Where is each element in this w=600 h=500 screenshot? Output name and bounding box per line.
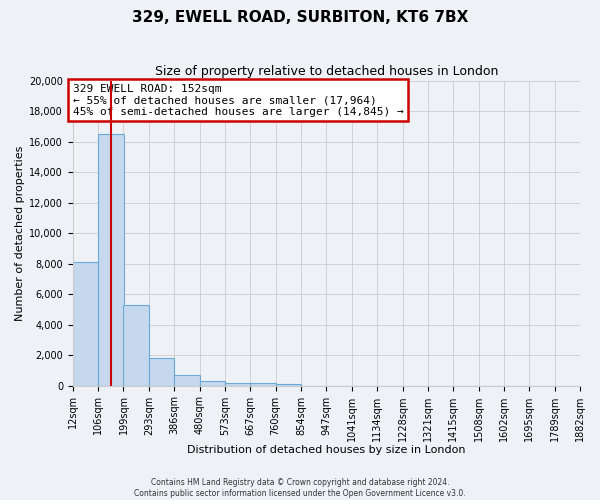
Bar bbox=[275, 384, 301, 386]
Bar bbox=[149, 358, 175, 386]
X-axis label: Distribution of detached houses by size in London: Distribution of detached houses by size … bbox=[187, 445, 466, 455]
Y-axis label: Number of detached properties: Number of detached properties bbox=[15, 146, 25, 321]
Text: 329 EWELL ROAD: 152sqm
← 55% of detached houses are smaller (17,964)
45% of semi: 329 EWELL ROAD: 152sqm ← 55% of detached… bbox=[73, 84, 404, 117]
Title: Size of property relative to detached houses in London: Size of property relative to detached ho… bbox=[155, 65, 498, 78]
Bar bbox=[98, 134, 124, 386]
Text: 329, EWELL ROAD, SURBITON, KT6 7BX: 329, EWELL ROAD, SURBITON, KT6 7BX bbox=[132, 10, 468, 25]
Bar bbox=[200, 381, 225, 386]
Bar bbox=[174, 375, 200, 386]
Bar bbox=[73, 262, 98, 386]
Bar bbox=[124, 305, 149, 386]
Bar bbox=[225, 382, 250, 386]
Bar bbox=[250, 384, 276, 386]
Text: Contains HM Land Registry data © Crown copyright and database right 2024.
Contai: Contains HM Land Registry data © Crown c… bbox=[134, 478, 466, 498]
